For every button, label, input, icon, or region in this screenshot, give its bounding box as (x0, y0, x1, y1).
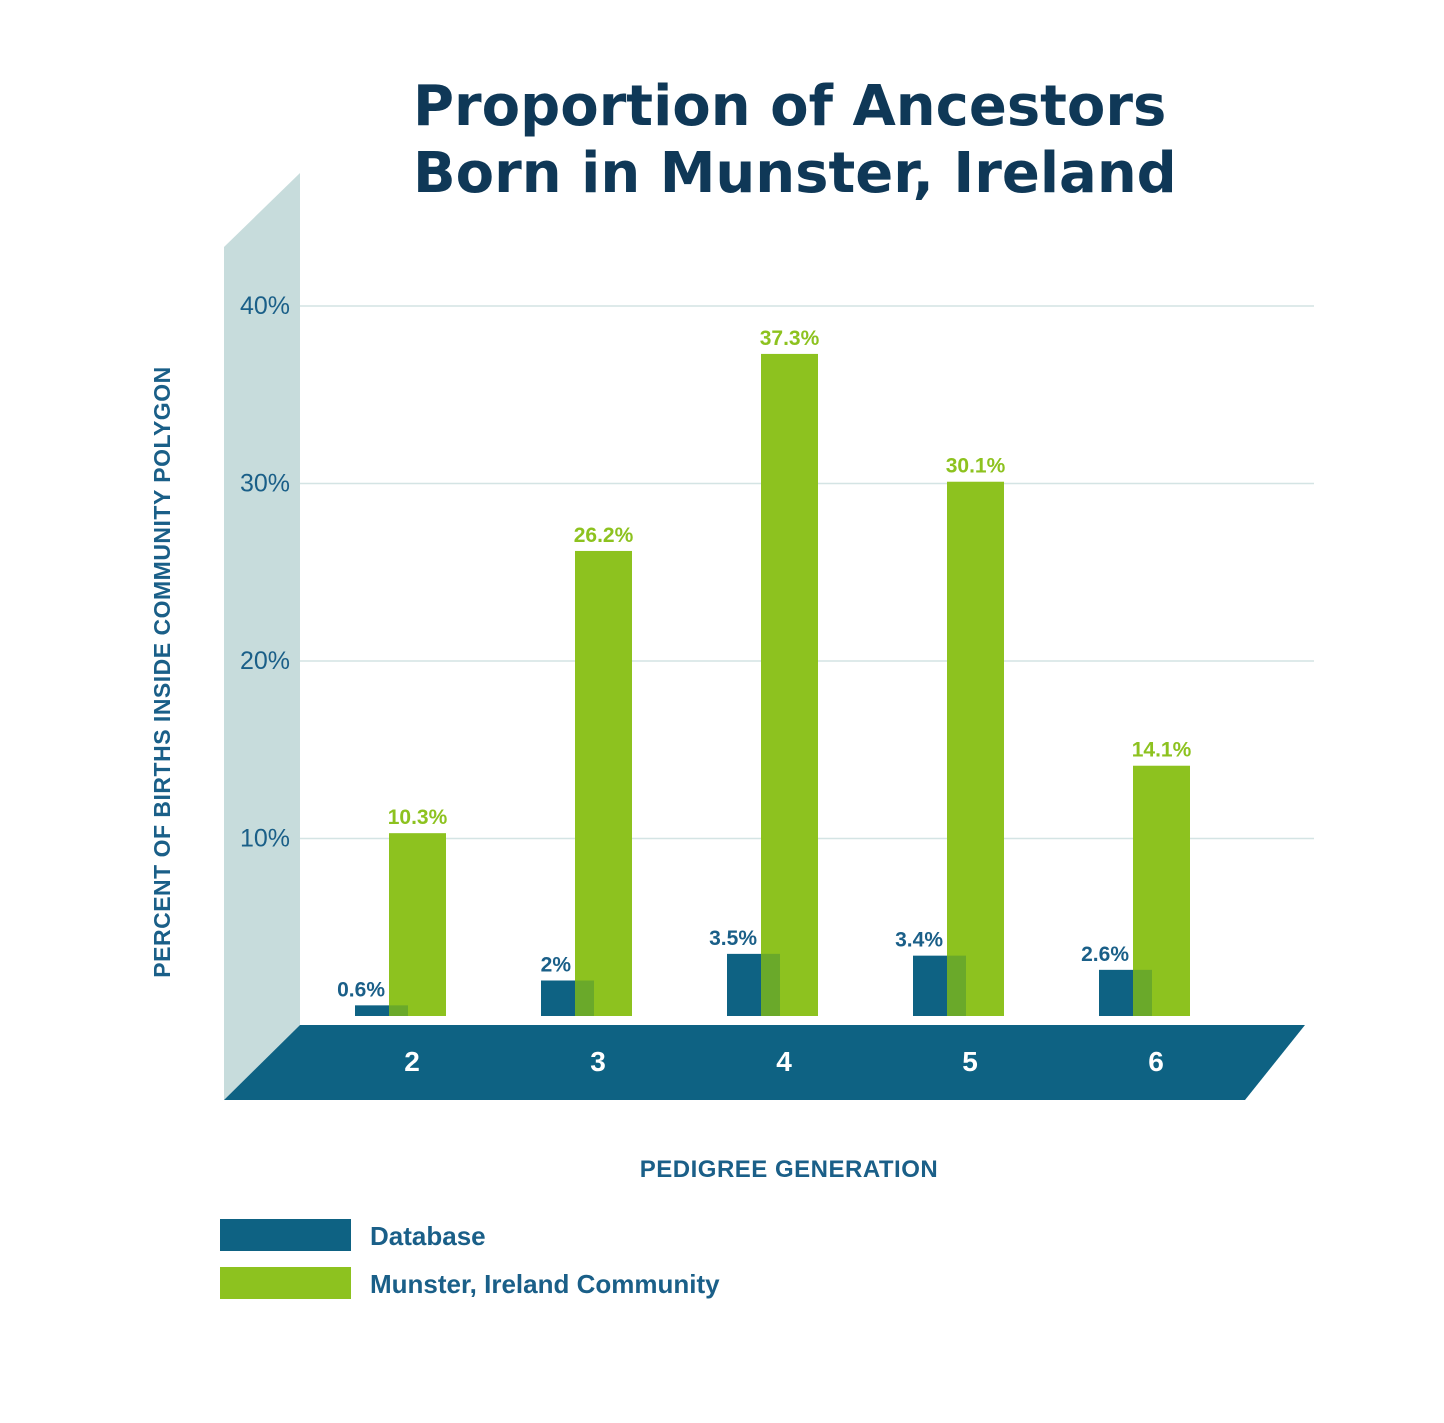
data-labels: 0.6% 10.3% 2% 26.2% 3.5% 37.3% 3.4% 30.1% 2.6% 14… (337, 327, 1191, 1001)
x-axis-label: PEDIGREE GENERATION (640, 1156, 938, 1183)
x-tick-label: 6 (1148, 1046, 1164, 1077)
legend-label-community: Munster, Ireland Community (370, 1269, 720, 1299)
legend-swatch-community (220, 1267, 351, 1299)
y-axis-label: PERCENT OF BIRTHS INSIDE COMMUNITY POLYG… (149, 366, 175, 977)
data-label-community: 10.3% (388, 806, 448, 829)
legend: Database Munster, Ireland Community (220, 1219, 720, 1299)
bar-overlap (575, 980, 594, 1016)
chart-title-line-1: Proportion of Ancestors (413, 74, 1166, 139)
x-tick-label: 5 (962, 1046, 978, 1077)
data-label-community: 26.2% (574, 524, 634, 547)
bar-database (355, 1005, 408, 1016)
x-tick-label: 4 (776, 1046, 792, 1077)
data-label-community: 37.3% (760, 327, 820, 350)
data-label-community: 14.1% (1132, 739, 1192, 762)
legend-swatch-database (220, 1219, 351, 1251)
x-tick-label: 3 (590, 1046, 606, 1077)
x-tick-label: 2 (404, 1046, 420, 1077)
data-label-community: 30.1% (946, 455, 1006, 478)
bar-community (389, 833, 446, 1016)
data-label-database: 2.6% (1081, 943, 1129, 966)
x-axis-ticks: 2 3 4 5 6 (404, 1046, 1164, 1077)
data-label-database: 3.4% (895, 929, 943, 952)
y-axis-ticks: 10% 20% 30% 40% (240, 292, 290, 853)
bar-overlap (761, 953, 780, 1016)
data-label-database: 3.5% (709, 927, 757, 950)
chart-side-wall (224, 173, 300, 1100)
y-tick-label: 40% (240, 292, 290, 320)
bars (355, 353, 1190, 1017)
y-tick-label: 20% (240, 647, 290, 675)
legend-label-database: Database (370, 1221, 486, 1251)
bar-community (947, 481, 1004, 1017)
y-tick-label: 10% (240, 825, 290, 853)
chart-title-line-2: Born in Munster, Ireland (413, 141, 1177, 206)
data-label-database: 2% (541, 954, 572, 977)
bar-community (575, 550, 632, 1016)
chart-floor (224, 1025, 1305, 1100)
bar-community (761, 353, 818, 1016)
y-tick-label: 30% (240, 470, 290, 498)
bar-overlap (1133, 969, 1152, 1016)
bar-overlap (947, 955, 966, 1016)
bar-overlap (389, 1005, 408, 1016)
data-label-database: 0.6% (337, 978, 385, 1001)
